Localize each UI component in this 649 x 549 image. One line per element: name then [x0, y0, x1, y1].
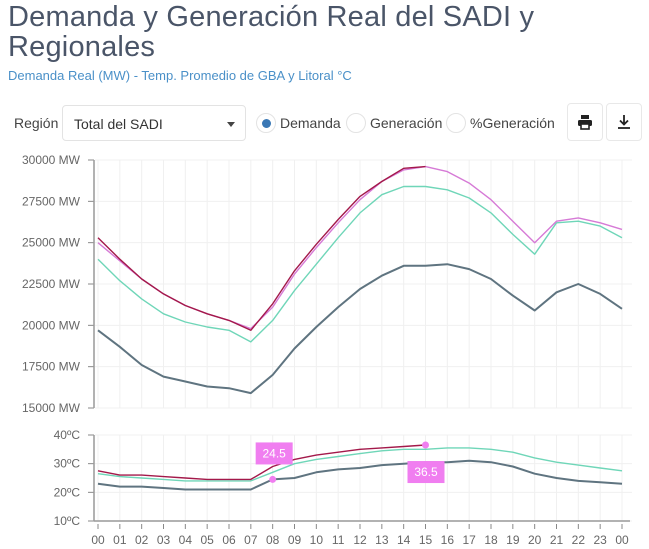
- annotation-label-box: [407, 461, 445, 484]
- radio-generacion-circle[interactable]: [346, 113, 366, 133]
- series-line-semana-anterior: [97, 263, 623, 395]
- radio-demanda[interactable]: Demanda: [256, 110, 341, 136]
- y-tick-label: 15000 MW: [22, 401, 81, 415]
- series-line-ayer: [97, 185, 623, 343]
- annotation-marker: [422, 441, 429, 449]
- y-tick-label: 40ºC: [54, 428, 81, 442]
- annotation-label: 24.5: [262, 446, 286, 460]
- y-tick-label: 22500 MW: [22, 277, 81, 291]
- chevron-down-icon: [227, 122, 235, 127]
- series-line-temp-hoy: [97, 444, 426, 481]
- print-button[interactable]: [567, 103, 603, 141]
- y-tick-label: 17500 MW: [22, 360, 81, 374]
- chart-subtitle: Demanda Real (MW) - Temp. Promedio de GB…: [8, 68, 352, 83]
- annotation-label: 36.5: [414, 465, 438, 479]
- download-icon: [618, 115, 630, 129]
- series-line-temp-ayer: [97, 447, 623, 482]
- x-tick-label: 14: [397, 533, 411, 547]
- x-tick-label: 19: [506, 533, 520, 547]
- x-tick-label: 01: [113, 533, 127, 547]
- x-tick-label: 17: [462, 533, 476, 547]
- radio-porcentaje-generacion-label: %Generación: [470, 115, 555, 131]
- y-tick-label: 30ºC: [54, 457, 81, 471]
- x-tick-label: 21: [550, 533, 564, 547]
- x-tick-label: 15: [419, 533, 433, 547]
- x-tick-label: 04: [179, 533, 193, 547]
- radio-demanda-circle[interactable]: [256, 113, 276, 133]
- series-line-demanda-hoy: [97, 165, 426, 332]
- x-tick-label: 05: [200, 533, 214, 547]
- x-tick-label: 06: [222, 533, 236, 547]
- x-tick-label: 16: [441, 533, 455, 547]
- x-tick-label: 02: [135, 533, 149, 547]
- y-tick-label: 20000 MW: [22, 318, 81, 332]
- radio-generacion-label: Generación: [370, 115, 443, 131]
- annotation-label-box: [255, 442, 293, 465]
- x-tick-label: 20: [528, 533, 542, 547]
- x-tick-label: 09: [288, 533, 302, 547]
- download-button[interactable]: [606, 103, 642, 141]
- y-tick-label: 25000 MW: [22, 236, 81, 250]
- x-tick-label: 10: [310, 533, 324, 547]
- x-tick-label: 11: [332, 533, 345, 547]
- charts-area: 15000 MW 17500 MW 20000 MW 22500 MW 25000 MW…: [22, 153, 632, 547]
- x-tick-label: 00: [615, 533, 629, 547]
- radio-porcentaje-generacion[interactable]: %Generación: [446, 110, 555, 136]
- x-tick-label: 00: [91, 533, 105, 547]
- x-tick-label: 07: [244, 533, 258, 547]
- radio-generacion[interactable]: Generación: [346, 110, 442, 136]
- temperature-chart: 10ºC 20ºC 30ºC 40ºC 00 01 02 03 04 05 06 07 08 09 10 11…: [54, 428, 632, 547]
- x-tick-label: 08: [266, 533, 280, 547]
- region-select-value: Total del SADI: [74, 116, 163, 132]
- x-tick-label: 12: [353, 533, 367, 547]
- annotation-marker: [269, 475, 277, 483]
- y-tick-label: 27500 MW: [22, 194, 81, 208]
- toolbar: Región Total del SADI Demanda Generación…: [0, 103, 649, 143]
- y-tick-label: 20ºC: [54, 485, 81, 499]
- x-tick-label: 13: [375, 533, 389, 547]
- y-tick-label: 10ºC: [54, 514, 81, 528]
- page-title: Demanda y Generación Real del SADI y Reg…: [8, 1, 535, 63]
- x-tick-label: 23: [593, 533, 607, 547]
- x-tick-label: 22: [572, 533, 586, 547]
- y-tick-label: 30000 MW: [22, 153, 81, 167]
- series-line-temp-semana-anterior: [97, 459, 623, 491]
- region-select[interactable]: Total del SADI: [62, 105, 246, 141]
- radio-porcentaje-generacion-circle[interactable]: [446, 113, 466, 133]
- region-label: Región: [14, 115, 59, 131]
- x-tick-label: 03: [157, 533, 171, 547]
- print-icon: [578, 115, 592, 130]
- radio-demanda-label: Demanda: [280, 115, 341, 131]
- demand-chart: 15000 MW 17500 MW 20000 MW 22500 MW 25000 MW…: [22, 153, 632, 415]
- x-tick-label: 18: [484, 533, 498, 547]
